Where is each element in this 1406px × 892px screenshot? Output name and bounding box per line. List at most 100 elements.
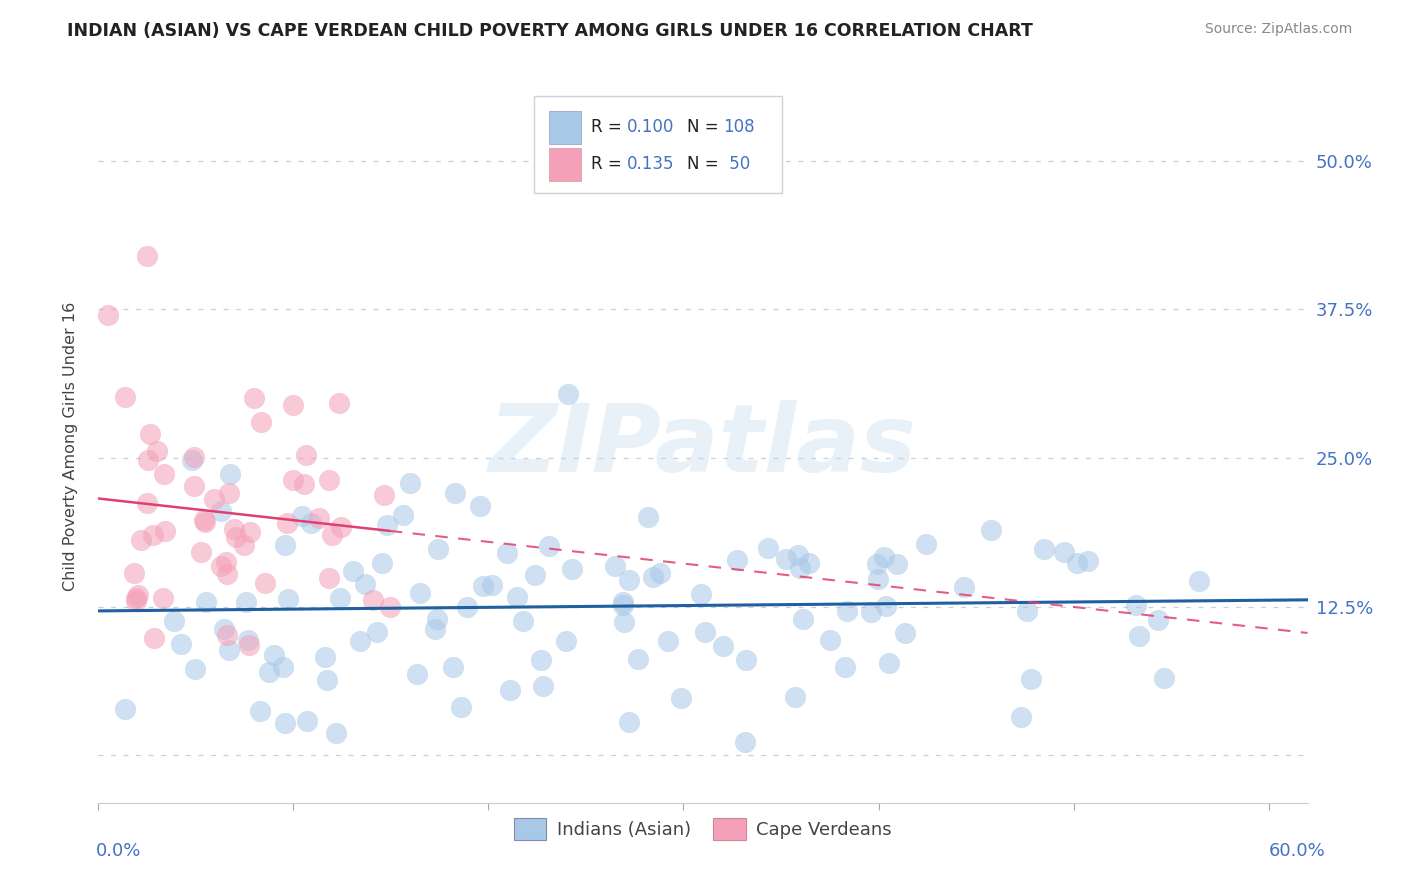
Point bbox=[398, 476, 420, 491]
Point bbox=[152, 467, 174, 482]
Point bbox=[554, 633, 576, 648]
Point bbox=[866, 572, 889, 586]
Point bbox=[818, 632, 841, 647]
Text: Source: ZipAtlas.com: Source: ZipAtlas.com bbox=[1205, 22, 1353, 37]
Point bbox=[537, 539, 560, 553]
Point bbox=[328, 396, 350, 410]
Point bbox=[235, 595, 257, 609]
Point bbox=[215, 628, 238, 642]
Point bbox=[499, 682, 522, 697]
Point bbox=[239, 525, 262, 540]
Point bbox=[276, 516, 298, 531]
Point bbox=[292, 477, 315, 491]
Point bbox=[194, 595, 217, 609]
Point bbox=[194, 516, 217, 530]
Point bbox=[426, 541, 449, 556]
Point bbox=[136, 453, 159, 467]
Point bbox=[314, 649, 336, 664]
Text: 108: 108 bbox=[724, 118, 755, 136]
Point bbox=[233, 539, 256, 553]
Point bbox=[315, 673, 337, 687]
Point bbox=[136, 249, 159, 263]
Point bbox=[405, 666, 427, 681]
Point bbox=[378, 600, 401, 615]
Point bbox=[894, 626, 917, 640]
Point bbox=[496, 546, 519, 560]
Point bbox=[97, 308, 120, 322]
Point bbox=[125, 591, 148, 606]
Point bbox=[1188, 574, 1211, 588]
Point bbox=[139, 426, 162, 441]
Point bbox=[215, 555, 238, 569]
Point bbox=[170, 637, 193, 651]
Point bbox=[512, 614, 534, 628]
Point bbox=[837, 604, 859, 618]
Legend: Indians (Asian), Cape Verdeans: Indians (Asian), Cape Verdeans bbox=[506, 811, 900, 847]
Point bbox=[980, 524, 1002, 538]
Point bbox=[1032, 542, 1054, 557]
Point bbox=[342, 564, 364, 578]
Point bbox=[617, 714, 640, 729]
Point bbox=[877, 656, 900, 670]
Point bbox=[218, 467, 240, 482]
Point bbox=[557, 387, 579, 401]
Text: INDIAN (ASIAN) VS CAPE VERDEAN CHILD POVERTY AMONG GIRLS UNDER 16 CORRELATION CH: INDIAN (ASIAN) VS CAPE VERDEAN CHILD POV… bbox=[67, 22, 1033, 40]
Point bbox=[142, 632, 165, 646]
Point bbox=[1010, 710, 1032, 724]
Text: 50: 50 bbox=[724, 155, 749, 173]
Point bbox=[792, 612, 814, 626]
Point bbox=[444, 485, 467, 500]
Point bbox=[249, 704, 271, 718]
Point bbox=[875, 599, 897, 613]
Point bbox=[617, 574, 640, 588]
Point bbox=[481, 577, 503, 591]
Point bbox=[274, 715, 297, 730]
Point bbox=[209, 504, 232, 518]
Point bbox=[329, 591, 352, 606]
Point bbox=[224, 522, 246, 536]
Point bbox=[370, 556, 392, 570]
Point bbox=[657, 633, 679, 648]
Point bbox=[325, 726, 347, 740]
Point bbox=[423, 622, 446, 636]
Point bbox=[218, 642, 240, 657]
FancyBboxPatch shape bbox=[534, 96, 782, 193]
Point bbox=[263, 648, 285, 663]
Point bbox=[127, 588, 149, 602]
Text: 0.100: 0.100 bbox=[627, 118, 675, 136]
Point bbox=[756, 541, 779, 555]
Point bbox=[915, 537, 938, 551]
Point bbox=[349, 634, 371, 648]
Point bbox=[641, 570, 664, 584]
Point bbox=[318, 571, 340, 585]
Point bbox=[627, 652, 650, 666]
Point bbox=[321, 528, 343, 542]
Point bbox=[472, 578, 495, 592]
Point bbox=[163, 614, 186, 628]
Point bbox=[190, 544, 212, 558]
Point bbox=[886, 557, 908, 571]
Point bbox=[131, 533, 153, 547]
Text: R =: R = bbox=[591, 155, 627, 173]
Point bbox=[243, 392, 266, 406]
Point bbox=[669, 691, 692, 706]
Point bbox=[523, 568, 546, 582]
FancyBboxPatch shape bbox=[550, 148, 581, 181]
Point bbox=[441, 660, 464, 674]
Point bbox=[318, 473, 340, 487]
Point bbox=[860, 605, 883, 619]
Point bbox=[1053, 545, 1076, 559]
Point bbox=[1153, 671, 1175, 685]
Point bbox=[281, 398, 304, 412]
Point bbox=[153, 524, 176, 539]
Point bbox=[456, 600, 478, 615]
Point bbox=[391, 508, 413, 522]
Point bbox=[180, 453, 202, 467]
Point bbox=[366, 624, 388, 639]
Point bbox=[1125, 599, 1147, 613]
Point bbox=[271, 660, 294, 674]
Point bbox=[734, 735, 756, 749]
Point bbox=[183, 478, 205, 492]
FancyBboxPatch shape bbox=[550, 111, 581, 145]
Point bbox=[354, 576, 377, 591]
